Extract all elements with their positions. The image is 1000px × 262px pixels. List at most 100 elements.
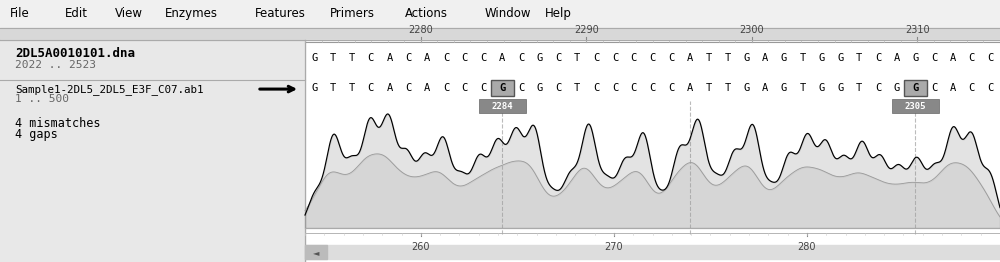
Text: C: C [612,83,618,93]
Text: 2290: 2290 [574,25,599,35]
Text: C: C [555,83,562,93]
Text: A: A [687,83,693,93]
Text: G: G [818,83,825,93]
Text: C: C [668,83,674,93]
Text: G: G [499,83,505,93]
Text: C: C [931,53,937,63]
Text: T: T [349,83,355,93]
Text: A: A [424,83,430,93]
Text: Sample1-2DL5_2DL5_E3F_C07.ab1: Sample1-2DL5_2DL5_E3F_C07.ab1 [15,84,204,95]
Text: C: C [443,53,449,63]
Text: C: C [555,53,562,63]
Text: 1 .. 500: 1 .. 500 [15,94,69,104]
Text: 2310: 2310 [905,25,930,35]
Text: T: T [706,83,712,93]
Text: G: G [311,83,318,93]
Text: ◄: ◄ [313,248,319,257]
Text: G: G [537,53,543,63]
Text: T: T [349,53,355,63]
Text: C: C [987,53,994,63]
Text: G: G [912,83,919,93]
Text: G: G [912,53,919,63]
Text: A: A [762,53,768,63]
Text: C: C [875,53,881,63]
Text: C: C [931,83,937,93]
Text: T: T [800,83,806,93]
Text: G: G [743,83,750,93]
Text: G: G [781,83,787,93]
Text: 2300: 2300 [739,25,764,35]
Text: G: G [837,53,843,63]
Text: C: C [969,53,975,63]
Bar [305,245,327,259]
Text: T: T [706,53,712,63]
Text: T: T [800,53,806,63]
Text: Help: Help [545,7,572,20]
Text: 2305: 2305 [905,102,926,111]
Text: A: A [386,83,393,93]
Text: C: C [969,83,975,93]
Text: C: C [368,83,374,93]
Text: Enzymes: Enzymes [165,7,218,20]
Text: A: A [762,83,768,93]
Text: T: T [856,83,862,93]
Text: Primers: Primers [330,7,375,20]
Text: G: G [818,53,825,63]
Text: C: C [631,53,637,63]
Bar [0,28,1000,40]
Text: A: A [950,53,956,63]
Text: C: C [987,83,994,93]
Text: T: T [725,83,731,93]
Text: C: C [875,83,881,93]
FancyBboxPatch shape [892,99,939,113]
Text: C: C [593,83,599,93]
Text: G: G [894,83,900,93]
Bar [305,40,1000,262]
Text: 270: 270 [605,242,623,252]
Bar [0,40,305,262]
Text: T: T [856,53,862,63]
Text: T: T [574,83,580,93]
Text: C: C [368,53,374,63]
Text: C: C [612,53,618,63]
Text: 4 mismatches: 4 mismatches [15,117,100,130]
Text: Edit: Edit [65,7,88,20]
Text: C: C [480,53,487,63]
Text: C: C [480,83,487,93]
Text: C: C [443,83,449,93]
Text: Window: Window [485,7,532,20]
Text: C: C [668,53,674,63]
Text: Actions: Actions [405,7,448,20]
Text: C: C [631,83,637,93]
Text: 2022 .. 2523: 2022 .. 2523 [15,60,96,70]
Text: 2DL5A0010101.dna: 2DL5A0010101.dna [15,47,135,60]
Text: 4 gaps: 4 gaps [15,128,58,141]
Text: C: C [649,53,656,63]
Text: View: View [115,7,143,20]
Text: T: T [725,53,731,63]
Text: T: T [574,53,580,63]
Text: G: G [311,53,318,63]
Text: G: G [837,83,843,93]
Text: C: C [518,53,524,63]
Text: C: C [405,83,411,93]
Text: A: A [950,83,956,93]
Text: Features: Features [255,7,306,20]
Text: C: C [518,83,524,93]
Text: A: A [386,53,393,63]
Text: 2280: 2280 [408,25,433,35]
Text: A: A [687,53,693,63]
FancyBboxPatch shape [479,99,526,113]
Text: 260: 260 [412,242,430,252]
Text: File: File [10,7,30,20]
Text: G: G [537,83,543,93]
Text: T: T [330,83,336,93]
FancyBboxPatch shape [491,80,514,96]
Text: C: C [649,83,656,93]
Text: T: T [330,53,336,63]
Bar [0,0,1000,28]
Text: 2284: 2284 [491,102,513,111]
Text: 280: 280 [798,242,816,252]
Text: C: C [462,83,468,93]
Bar [305,245,1000,259]
